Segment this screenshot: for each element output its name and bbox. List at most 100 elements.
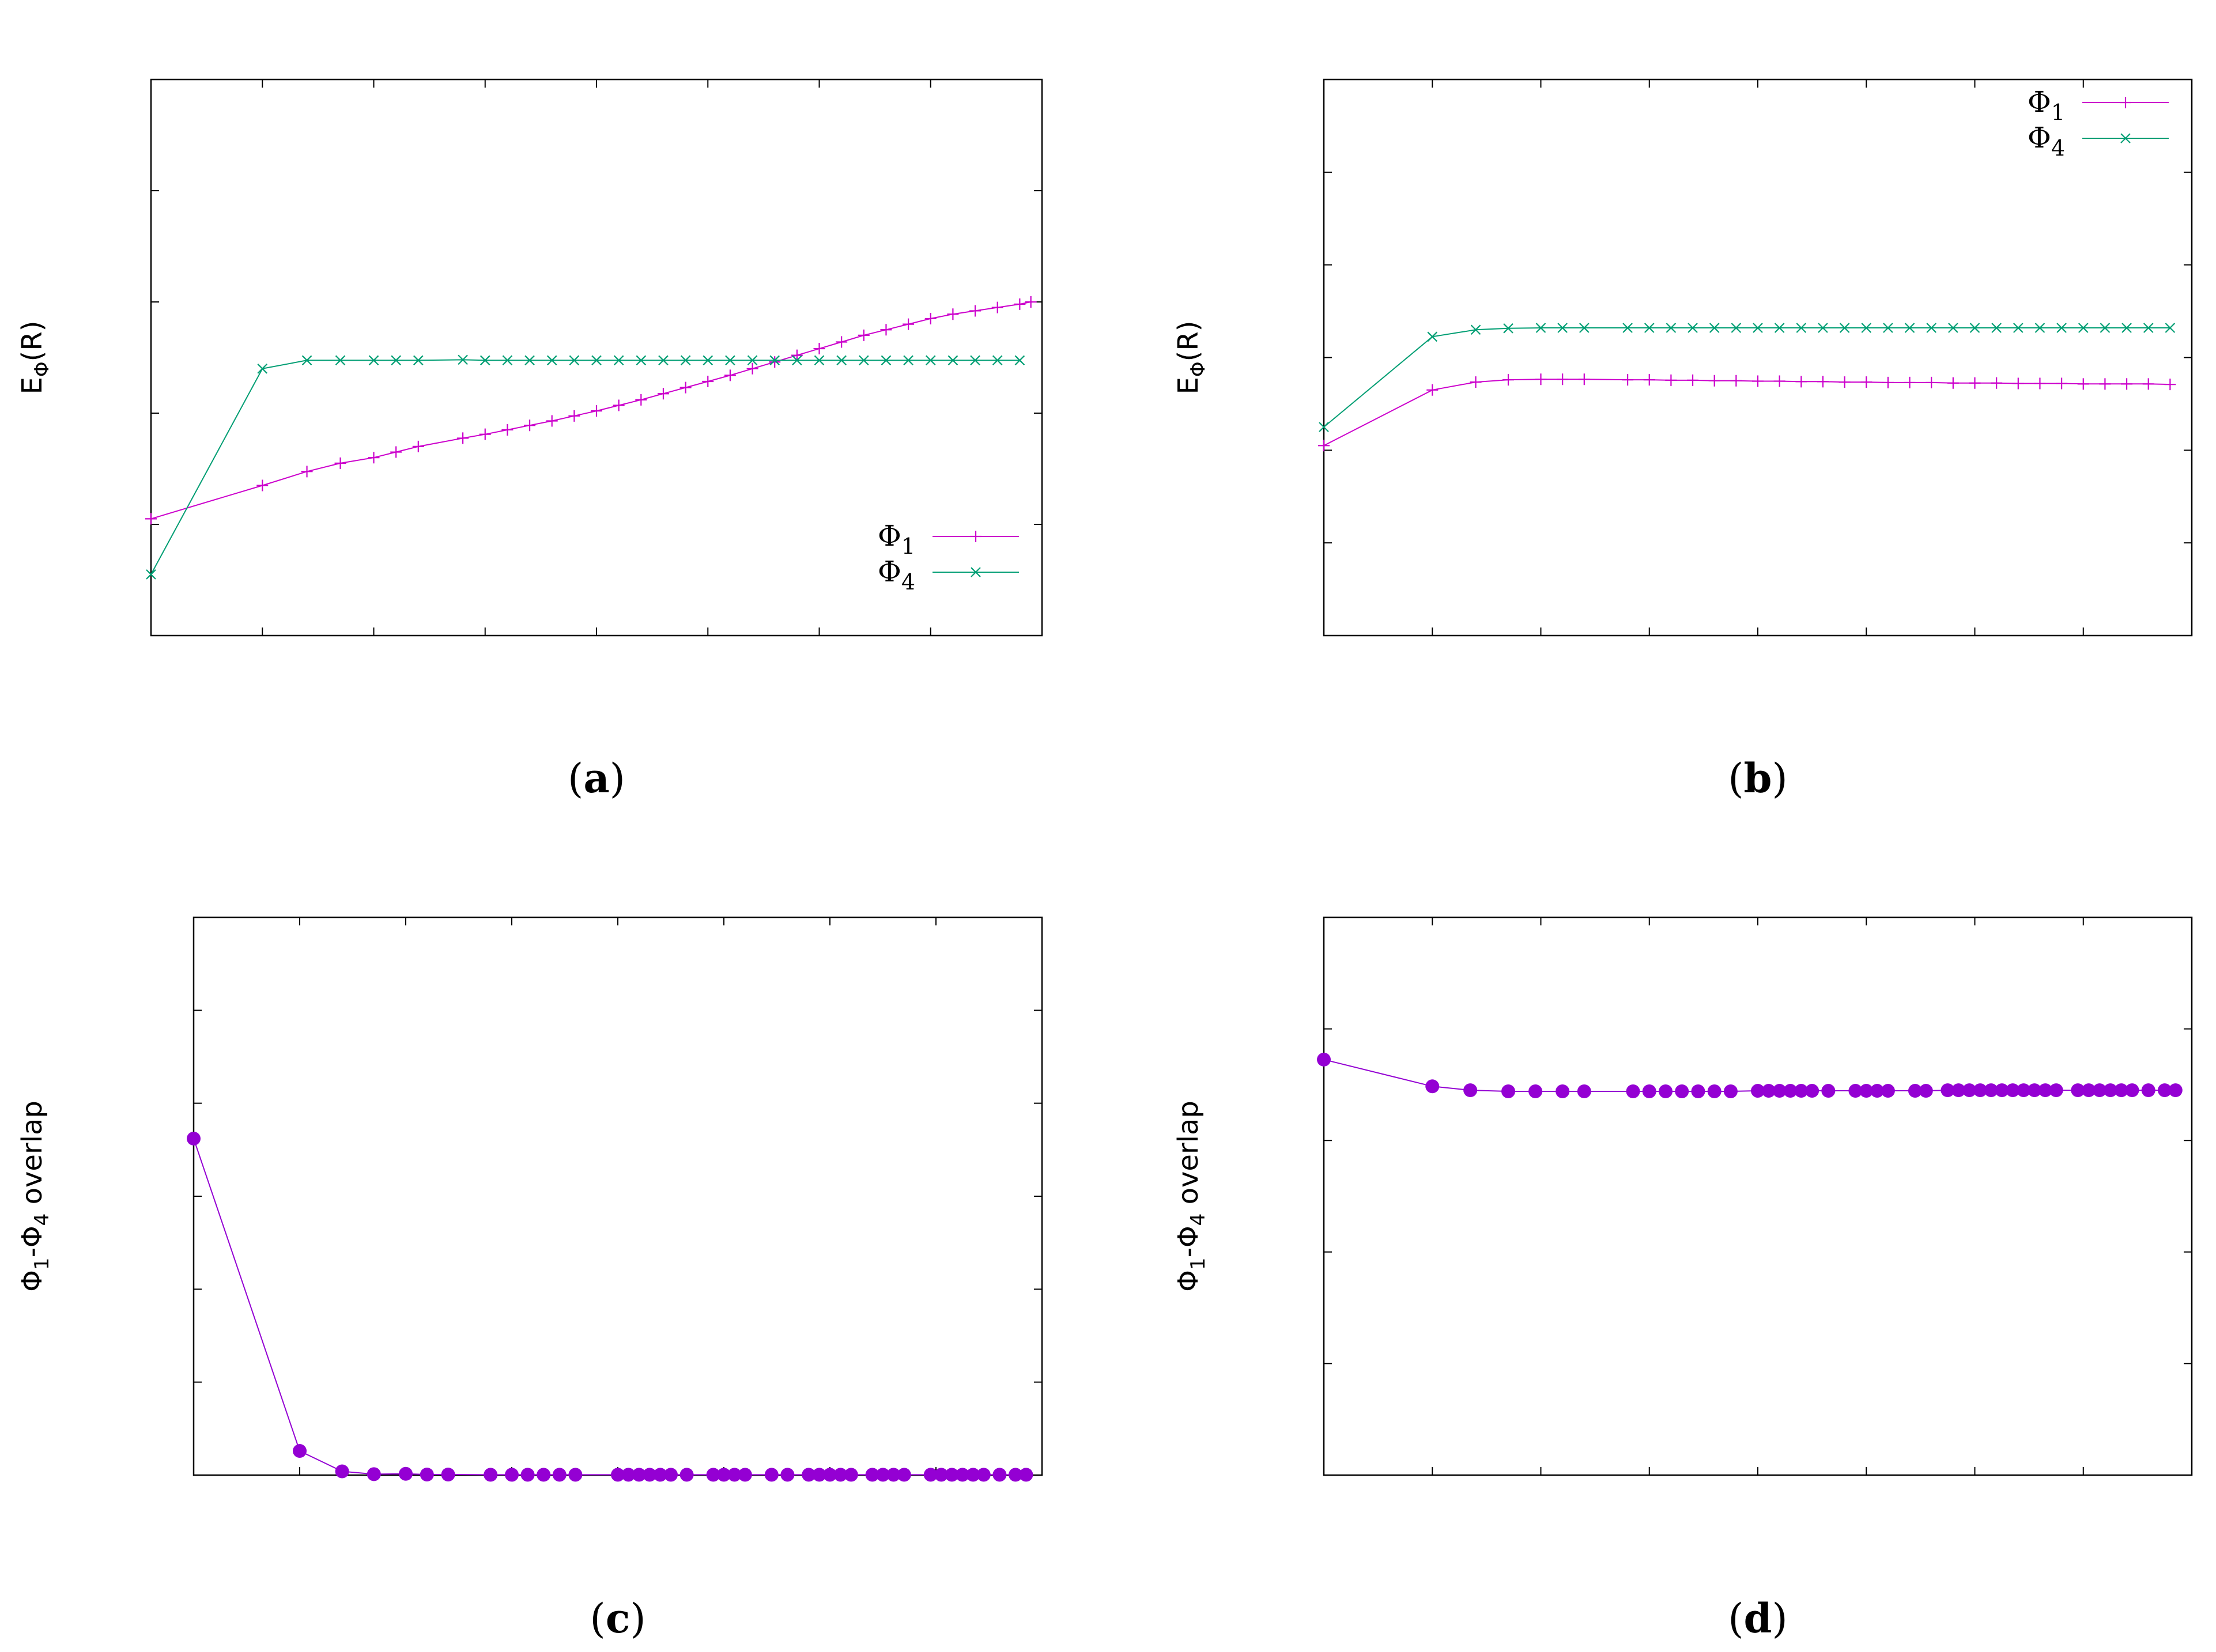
data-point: [792, 355, 802, 366]
plot-frame: [192, 916, 1043, 1476]
data-point: [2125, 1083, 2139, 1098]
data-point: [2078, 323, 2089, 333]
data-point: [956, 1468, 969, 1482]
data-point: [1984, 1083, 1998, 1098]
data-point: [924, 312, 937, 324]
data-point: [1839, 323, 1850, 333]
data-point: [502, 355, 513, 366]
data-point: [1502, 374, 1515, 386]
data-point: [2141, 1083, 2155, 1098]
data-point: [2028, 1083, 2042, 1098]
data-point: [1557, 373, 1569, 385]
data-point: [657, 388, 669, 400]
data-point: [368, 355, 379, 366]
data-point: [1969, 377, 1981, 389]
data-point: [1991, 377, 2003, 389]
data-point: [441, 1468, 455, 1482]
data-point: [1528, 1084, 1543, 1099]
data-point: [1688, 323, 1698, 333]
data-point: [591, 405, 602, 417]
data-point: [945, 1468, 959, 1482]
data-point: [632, 1468, 646, 1482]
series-phi4: [146, 354, 1025, 580]
data-point: [458, 354, 468, 365]
data-point: [1861, 323, 1872, 333]
data-point: [813, 343, 825, 355]
data-point: [764, 1468, 779, 1482]
data-point: [725, 355, 735, 366]
data-point: [1709, 323, 1720, 333]
data-point: [591, 355, 602, 366]
data-point: [1839, 376, 1851, 388]
data-point: [412, 440, 424, 452]
data-point: [1723, 1084, 1738, 1099]
data-point: [1730, 375, 1742, 387]
data-point: [897, 1468, 911, 1482]
data-point: [301, 355, 312, 366]
data-point: [457, 432, 469, 444]
data-point: [1772, 1084, 1787, 1098]
data-point: [844, 1468, 858, 1482]
data-point: [1818, 323, 1828, 333]
data-point: [880, 324, 892, 336]
data-point: [611, 1468, 625, 1482]
data-point: [1969, 323, 1980, 333]
series-line: [1323, 379, 2170, 447]
data-point: [1470, 324, 1481, 335]
data-point: [1470, 376, 1482, 388]
data-point: [524, 419, 536, 432]
data-point: [1948, 323, 1958, 333]
data-point: [2165, 323, 2176, 333]
data-point: [2099, 378, 2111, 390]
data-point: [479, 428, 491, 440]
data-point: [836, 355, 847, 366]
data-point: [1794, 1084, 1809, 1098]
data-point: [1995, 1083, 2009, 1098]
data-point: [1025, 296, 1037, 308]
data-point: [1962, 1083, 1977, 1098]
data-point: [1919, 1084, 1933, 1098]
data-point: [1019, 1468, 1033, 1482]
y-axis-label: Φ1-Φ4 overlap: [16, 1101, 54, 1292]
data-point: [969, 305, 981, 317]
data-point: [2038, 1083, 2052, 1098]
data-point: [1319, 422, 1329, 432]
data-point: [569, 355, 580, 366]
data-point: [2082, 1083, 2096, 1098]
legend-marker: [2120, 97, 2131, 108]
data-point: [2157, 1083, 2172, 1098]
legend-label: Φ4: [878, 555, 915, 595]
data-point: [876, 1468, 890, 1482]
data-point: [1426, 384, 1439, 396]
data-point: [2121, 378, 2133, 390]
data-point: [1904, 376, 1916, 388]
data-point: [1751, 1084, 1765, 1098]
data-point: [1317, 1052, 1331, 1067]
data-point: [1643, 374, 1655, 386]
data-point: [301, 466, 313, 478]
plot-frame: [1323, 78, 2193, 637]
series-phi1: [1318, 373, 2176, 452]
data-point: [653, 1468, 667, 1482]
data-point: [717, 1468, 731, 1482]
data-point: [1848, 1084, 1863, 1098]
data-point: [2056, 323, 2067, 333]
data-point: [992, 355, 1003, 366]
data-point: [505, 1468, 519, 1482]
data-point: [643, 1468, 657, 1482]
panel-caption: (a): [568, 754, 625, 802]
data-point: [1708, 375, 1720, 387]
data-point: [1427, 331, 1438, 342]
series-line: [193, 1138, 1026, 1476]
data-point: [613, 355, 624, 366]
data-point: [1009, 1468, 1022, 1482]
data-point: [947, 308, 959, 320]
data-point: [367, 1467, 381, 1481]
data-point: [833, 1468, 848, 1482]
data-point: [836, 336, 848, 348]
data-point: [391, 355, 401, 366]
data-point: [1622, 374, 1634, 386]
